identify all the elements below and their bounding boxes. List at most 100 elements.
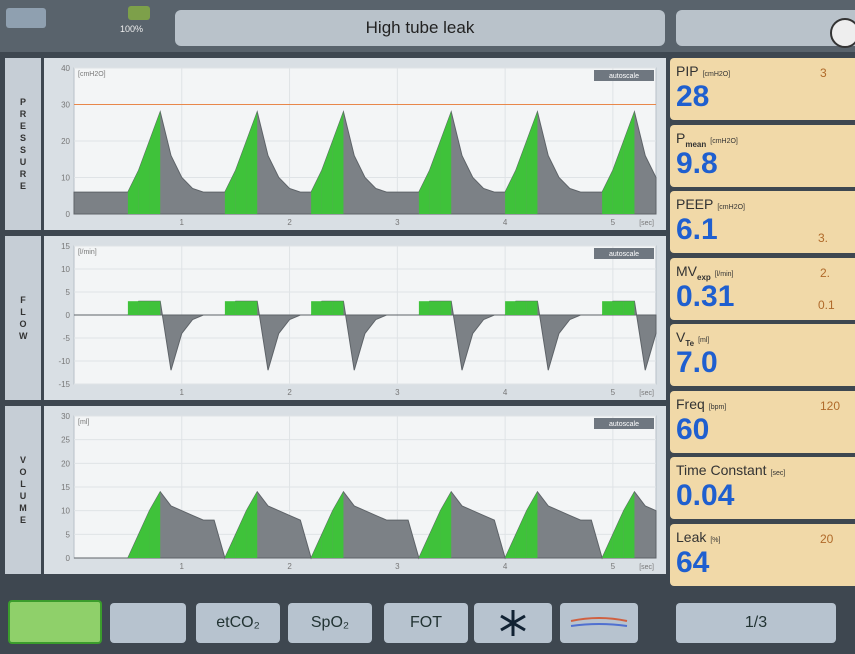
- clock-area: [676, 10, 855, 46]
- x-tick-label: 4: [503, 388, 508, 397]
- parameter-label: Freq[bpm]: [676, 396, 726, 412]
- parameter-name: Freq: [676, 396, 705, 412]
- inspiration-segment: [419, 301, 430, 315]
- y-tick-label: -15: [58, 380, 70, 389]
- parameter-name: P: [676, 130, 685, 146]
- page-button[interactable]: 1/3: [676, 603, 836, 643]
- y-tick-label: 0: [66, 311, 71, 320]
- parameter-unit: [cmH2O]: [710, 138, 738, 145]
- parameter-box[interactable]: Pmean[cmH2O]9.8: [670, 125, 855, 187]
- inspiration-segment: [128, 301, 139, 315]
- parameter-unit: [cmH2O]: [717, 204, 745, 211]
- side-label: PRESSURE: [5, 58, 41, 230]
- y-unit: [l/min]: [78, 249, 97, 256]
- inspiration-segment: [149, 301, 160, 315]
- y-tick-label: 10: [61, 507, 70, 516]
- x-tick-label: 5: [611, 388, 616, 397]
- x-tick-label: 2: [287, 388, 292, 397]
- freeze-button[interactable]: [474, 603, 552, 643]
- x-tick-label: 1: [180, 218, 185, 227]
- y-unit: [cmH2O]: [78, 71, 106, 78]
- inspiration-segment: [516, 301, 527, 315]
- parameter-box[interactable]: Time Constant[sec]0.04: [670, 457, 855, 519]
- x-tick-label: 4: [503, 562, 508, 571]
- parameter-label: Leak [%]: [676, 529, 720, 545]
- y-tick-label: 30: [61, 101, 70, 110]
- x-unit: [sec]: [639, 564, 654, 571]
- parameter-value: 64: [676, 546, 709, 580]
- parameter-box[interactable]: PEEP[cmH2O]6.1 3.: [670, 191, 855, 253]
- y-tick-label: -10: [58, 357, 70, 366]
- x-tick-label: 1: [180, 562, 185, 571]
- parameter-value: 6.1: [676, 213, 718, 247]
- y-tick-label: 0: [66, 554, 71, 563]
- lower-limit: 3.: [818, 231, 828, 245]
- upper-limit: 3: [820, 66, 827, 80]
- inspiration-segment: [613, 301, 624, 315]
- upper-limit: 120: [820, 399, 840, 413]
- x-tick-label: 2: [287, 218, 292, 227]
- autoscale-label: autoscale: [609, 251, 639, 258]
- mode-button[interactable]: etCO₂: [196, 603, 280, 643]
- waveform-panel: 01020304012345[sec][cmH2O]autoscale: [44, 58, 666, 230]
- side-label-text: PRESSURE: [19, 96, 27, 192]
- ventilator-screen: 100% High tube leak 1/3 (() => { const d…: [0, 0, 855, 650]
- parameter-name: V: [676, 329, 685, 345]
- x-unit: [sec]: [639, 390, 654, 397]
- parameter-value: 7.0: [676, 346, 718, 380]
- parameter-unit: [%]: [710, 537, 720, 544]
- loop-view-button[interactable]: [110, 603, 186, 643]
- inspiration-segment: [246, 301, 257, 315]
- inspiration-segment: [225, 301, 236, 315]
- y-tick-label: 20: [61, 137, 70, 146]
- parameter-unit: [ml]: [698, 337, 709, 344]
- inspiration-segment: [322, 301, 333, 315]
- inspiration-segment: [430, 301, 441, 315]
- y-tick-label: 0: [66, 210, 71, 219]
- side-label-text: FLOW: [19, 294, 27, 342]
- y-tick-label: 5: [66, 530, 71, 539]
- y-tick-label: 15: [61, 483, 70, 492]
- parameter-name: Leak: [676, 529, 706, 545]
- parameter-label: Pmean[cmH2O]: [676, 130, 738, 149]
- autoscale-label: autoscale: [609, 73, 639, 80]
- y-tick-label: 5: [66, 288, 71, 297]
- alarm-message[interactable]: High tube leak: [175, 10, 665, 46]
- parameter-label: MVexp[l/min]: [676, 263, 733, 282]
- inspiration-segment: [505, 301, 516, 315]
- y-tick-label: 10: [61, 174, 70, 183]
- waveform-chart: -15-10-505101512345[sec][l/min]autoscale: [44, 236, 666, 400]
- parameter-name: MV: [676, 263, 697, 279]
- waveform-chart: 05101520253012345[sec][ml]autoscale: [44, 406, 666, 574]
- parameter-box[interactable]: Leak [%]64 20: [670, 524, 855, 586]
- trend-icon: [569, 613, 629, 633]
- mode-button[interactable]: SpO₂: [288, 603, 372, 643]
- y-tick-label: 30: [61, 412, 70, 421]
- parameter-box[interactable]: VTe[ml]7.0: [670, 324, 855, 386]
- x-tick-label: 3: [395, 562, 400, 571]
- autoscale-label: autoscale: [609, 421, 639, 428]
- battery-level: 100%: [120, 24, 143, 34]
- waveform-view-button[interactable]: [8, 600, 102, 644]
- clock-icon: [830, 18, 855, 48]
- parameter-name: Time Constant: [676, 462, 767, 478]
- lower-limit: 0.1: [818, 298, 835, 312]
- inspiration-segment: [311, 301, 322, 315]
- y-unit: [ml]: [78, 419, 89, 426]
- parameter-value: 0.04: [676, 479, 734, 513]
- trend-button[interactable]: [560, 603, 638, 643]
- x-tick-label: 1: [180, 388, 185, 397]
- parameter-value: 9.8: [676, 147, 718, 181]
- inspiration-segment: [139, 301, 150, 315]
- parameter-label: PEEP[cmH2O]: [676, 196, 745, 212]
- inspiration-segment: [440, 301, 451, 315]
- upper-limit: 20: [820, 532, 833, 546]
- x-tick-label: 5: [611, 562, 616, 571]
- y-tick-label: 15: [61, 242, 70, 251]
- mode-button[interactable]: FOT: [384, 603, 468, 643]
- x-tick-label: 3: [395, 218, 400, 227]
- patient-icon[interactable]: [6, 8, 46, 28]
